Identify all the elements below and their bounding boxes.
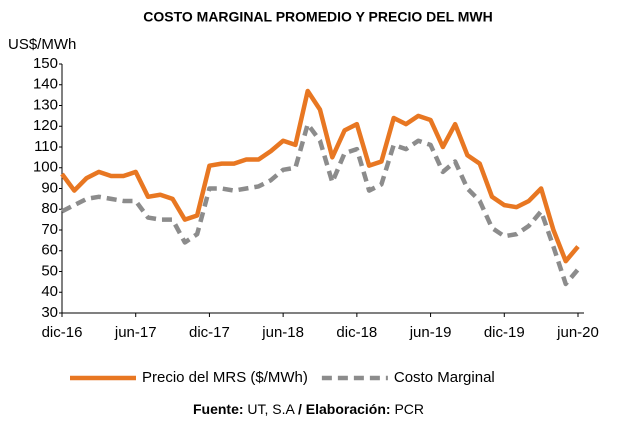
y-tick-label: 80 (41, 200, 58, 217)
series-line (60, 88, 580, 264)
source-label: Fuente: (192, 401, 244, 417)
y-tick-label: 60 (41, 242, 58, 259)
source-text: UT, S.A (247, 401, 295, 417)
x-tick-label: jun-19 (409, 324, 452, 341)
y-tick-label: 140 (33, 76, 58, 93)
x-tick-label: jun-17 (114, 324, 157, 341)
legend-label: Costo Marginal (394, 369, 495, 386)
y-tick-label: 90 (41, 179, 58, 196)
y-tick-label: 70 (41, 221, 58, 238)
source-label: / Elaboración: (298, 401, 391, 417)
legend-label: Precio del MRS ($/MWh) (142, 369, 308, 386)
y-tick-label: 40 (41, 283, 58, 300)
x-tick-label: dic-19 (484, 324, 525, 341)
series-line (60, 121, 580, 287)
x-tick-label: jun-20 (556, 324, 599, 341)
y-tick-label: 30 (41, 304, 58, 321)
x-tick-label: jun-18 (261, 324, 304, 341)
y-tick-label: 100 (33, 159, 58, 176)
x-tick-label: dic-18 (336, 324, 377, 341)
y-tick-label: 130 (33, 96, 58, 113)
y-tick-label: 50 (41, 262, 58, 279)
y-tick-label: 110 (34, 138, 58, 155)
x-tick-label: dic-17 (189, 324, 230, 341)
y-axis-label: US$/MWh (8, 36, 76, 53)
x-tick-label: dic-16 (42, 324, 83, 341)
y-tick-label: 150 (33, 55, 58, 72)
source-text: PCR (394, 401, 425, 417)
source: Fuente: UT, S.A / Elaboración: PCR (0, 401, 617, 417)
chart-title: COSTO MARGINAL PROMEDIO Y PRECIO DEL MWH (143, 9, 493, 25)
y-tick-label: 120 (33, 117, 58, 134)
